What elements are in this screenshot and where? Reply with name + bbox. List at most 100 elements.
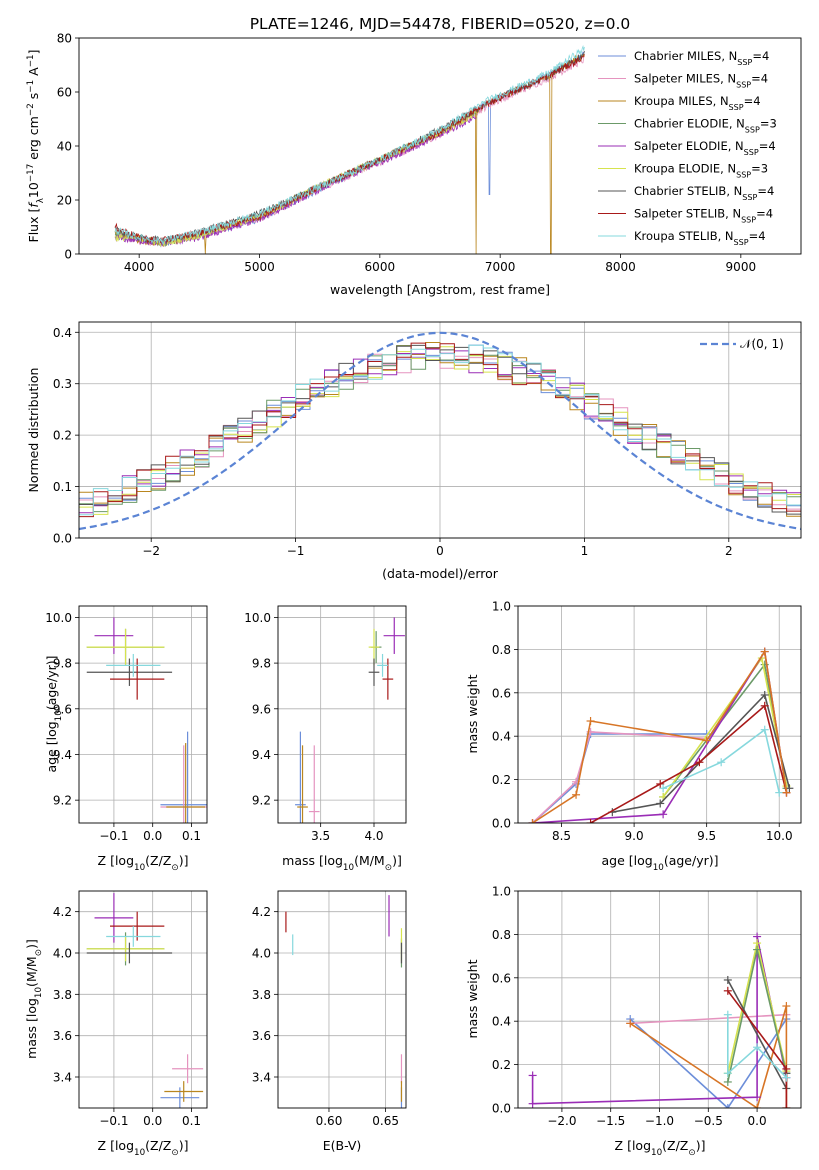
y-tick-label: 1.0 bbox=[492, 885, 511, 899]
x-axis-label-part: 10 bbox=[134, 863, 145, 873]
spectrum-line bbox=[114, 52, 585, 254]
plot-area bbox=[114, 45, 585, 254]
y-tick-label: 3.4 bbox=[252, 1071, 271, 1085]
legend-label: Chabrier MILES, NSSP=4 bbox=[634, 49, 769, 67]
y-tick-label: 0.6 bbox=[492, 686, 511, 700]
panel-massweight-vs-Z: −2.0 −1.5 −1.0 −0.5 0.0 0.0 0.2 0.4 0.6 0.8 1.0 Z [… bbox=[465, 885, 802, 1158]
legend-label-part: Chabrier ELODIE, N bbox=[634, 117, 745, 131]
y-axis-label-part: −17 bbox=[26, 164, 36, 182]
y-tick-label: 0.6 bbox=[492, 971, 511, 985]
panel-spectrum: 4000 5000 6000 7000 8000 9000 0 20 40 60 80 wavelen… bbox=[26, 32, 802, 297]
weight-line bbox=[726, 1014, 787, 1079]
weight-line bbox=[531, 731, 707, 823]
x-axis-label-part: 10 bbox=[343, 863, 354, 873]
x-axis-label: Z [log10(Z/Z⊙)] bbox=[615, 1138, 706, 1158]
x-tick-label: 0.0 bbox=[143, 829, 162, 843]
histogram-series bbox=[79, 344, 801, 538]
x-tick-label: −1.5 bbox=[596, 1114, 625, 1128]
panel-massweight-vs-age: 8.5 9.0 9.5 10.0 0.0 0.2 0.4 0.6 0.8 1.0 age [log1… bbox=[465, 600, 802, 873]
x-tick-label: −2.0 bbox=[547, 1114, 576, 1128]
y-tick-label: 0.1 bbox=[53, 480, 72, 494]
x-tick-label: −1 bbox=[287, 544, 305, 558]
x-axis-label: (data-model)/error bbox=[382, 566, 499, 581]
x-tick-label: 0.1 bbox=[182, 1114, 201, 1128]
x-axis-label: wavelength [Angstrom, rest frame] bbox=[330, 282, 550, 297]
x-tick-label: 4000 bbox=[124, 260, 155, 274]
x-tick-label: 0 bbox=[436, 544, 444, 558]
y-axis-label-part: ] bbox=[26, 50, 41, 55]
x-tick-label: 9.0 bbox=[625, 829, 644, 843]
gaussian-curve bbox=[79, 331, 801, 531]
legend-label-part: =4 bbox=[757, 184, 774, 198]
legend-label-part: SSP bbox=[737, 58, 752, 67]
x-axis-label: mass [log10(M/M⊙)] bbox=[282, 853, 402, 873]
y-axis-label: Normed distribution bbox=[26, 368, 41, 493]
x-axis-label-part: 10 bbox=[134, 1148, 145, 1158]
spectrum-line bbox=[115, 56, 585, 248]
x-axis-label-part: 10 bbox=[651, 1148, 662, 1158]
x-tick-label: −0.1 bbox=[99, 1114, 128, 1128]
y-axis-label-part: 10 bbox=[54, 710, 64, 721]
x-axis-label-part: (age/yr)] bbox=[664, 853, 719, 868]
y-axis-label-part: (M/M bbox=[24, 956, 39, 987]
weight-line bbox=[662, 728, 780, 793]
y-tick-label: 9.8 bbox=[53, 657, 72, 671]
x-tick-label: 9.5 bbox=[697, 829, 716, 843]
legend-label-part: Kroupa ELODIE, N bbox=[634, 162, 736, 176]
legend-label-part: =4 bbox=[752, 49, 769, 63]
legend-label-part: Kroupa MILES, N bbox=[634, 94, 729, 108]
x-axis-label-part: )] bbox=[696, 1138, 706, 1153]
x-axis-label-part: )] bbox=[392, 853, 402, 868]
y-axis-label-part: f bbox=[26, 202, 41, 208]
x-tick-label: −1.0 bbox=[645, 1114, 674, 1128]
legend-label-part: =4 bbox=[756, 207, 773, 221]
legend-label: Salpeter STELIB, NSSP=4 bbox=[634, 207, 773, 225]
y-axis-label: age [log10(age/yr)] bbox=[44, 655, 64, 772]
x-axis-label: Z [log10(Z/Z⊙)] bbox=[98, 853, 189, 873]
plot-area bbox=[285, 895, 403, 1108]
y-axis-label-part: age [log bbox=[44, 721, 59, 772]
panel-age-vs-Z: −0.1 0.0 0.19.29.49.69.810.0Z [log10(Z/Z⊙)… bbox=[44, 605, 208, 873]
x-tick-label: 0.1 bbox=[182, 829, 201, 843]
y-axis-label: mass weight bbox=[465, 674, 480, 753]
legend-label-part: =4 bbox=[749, 229, 766, 243]
x-axis-label-part: (Z/Z bbox=[145, 1138, 171, 1153]
y-tick-label: 0.0 bbox=[492, 817, 511, 831]
x-axis-label: Z [log10(Z/Z⊙)] bbox=[98, 1138, 189, 1158]
axes-frame bbox=[277, 605, 407, 824]
y-tick-label: 4.2 bbox=[252, 905, 271, 919]
legend-label: 𝒩(0, 1) bbox=[740, 337, 784, 351]
y-tick-label: 0.8 bbox=[492, 643, 511, 657]
x-axis-label: age [log10(age/yr)] bbox=[601, 853, 718, 873]
y-tick-label: 10.0 bbox=[244, 611, 271, 625]
legend-label-part: SSP bbox=[741, 215, 756, 224]
y-tick-label: 4.0 bbox=[53, 947, 72, 961]
y-tick-label: 0.2 bbox=[53, 429, 72, 443]
x-axis-label-part: (M/M bbox=[354, 853, 385, 868]
x-axis-label: E(B-V) bbox=[323, 1138, 362, 1153]
x-axis-label-part: (Z/Z bbox=[662, 1138, 688, 1153]
x-axis-label-part: age [log bbox=[601, 853, 652, 868]
x-axis-label-part: ⊙ bbox=[171, 863, 178, 873]
panel-residuals: −2 −1 0 1 2 0.0 0.1 0.2 0.3 0.4 (data-model)/error… bbox=[26, 321, 802, 581]
x-tick-label: 4.0 bbox=[364, 829, 383, 843]
x-axis-label-part: Z [log bbox=[98, 853, 134, 868]
y-tick-label: 60 bbox=[57, 86, 72, 100]
y-tick-label: 9.2 bbox=[252, 794, 271, 808]
x-tick-label: 6000 bbox=[365, 260, 396, 274]
y-axis-label-part: (age/yr)] bbox=[44, 655, 59, 710]
y-tick-label: 3.6 bbox=[252, 1029, 271, 1043]
y-axis-label-part: s bbox=[26, 93, 41, 104]
histogram-series bbox=[79, 344, 801, 538]
legend-label-part: =4 bbox=[751, 72, 768, 86]
axes-frame bbox=[517, 890, 802, 1109]
y-tick-label: 3.8 bbox=[252, 988, 271, 1002]
y-tick-label: 80 bbox=[57, 32, 72, 46]
legend-label-part: SSP bbox=[744, 148, 759, 157]
y-axis-label-part: )] bbox=[24, 939, 39, 949]
y-tick-label: 0.4 bbox=[53, 326, 72, 340]
legend-label-part: SSP bbox=[745, 125, 760, 134]
y-tick-label: 9.6 bbox=[53, 702, 72, 716]
y-tick-label: 40 bbox=[57, 140, 72, 154]
spectrum-line bbox=[114, 51, 585, 248]
